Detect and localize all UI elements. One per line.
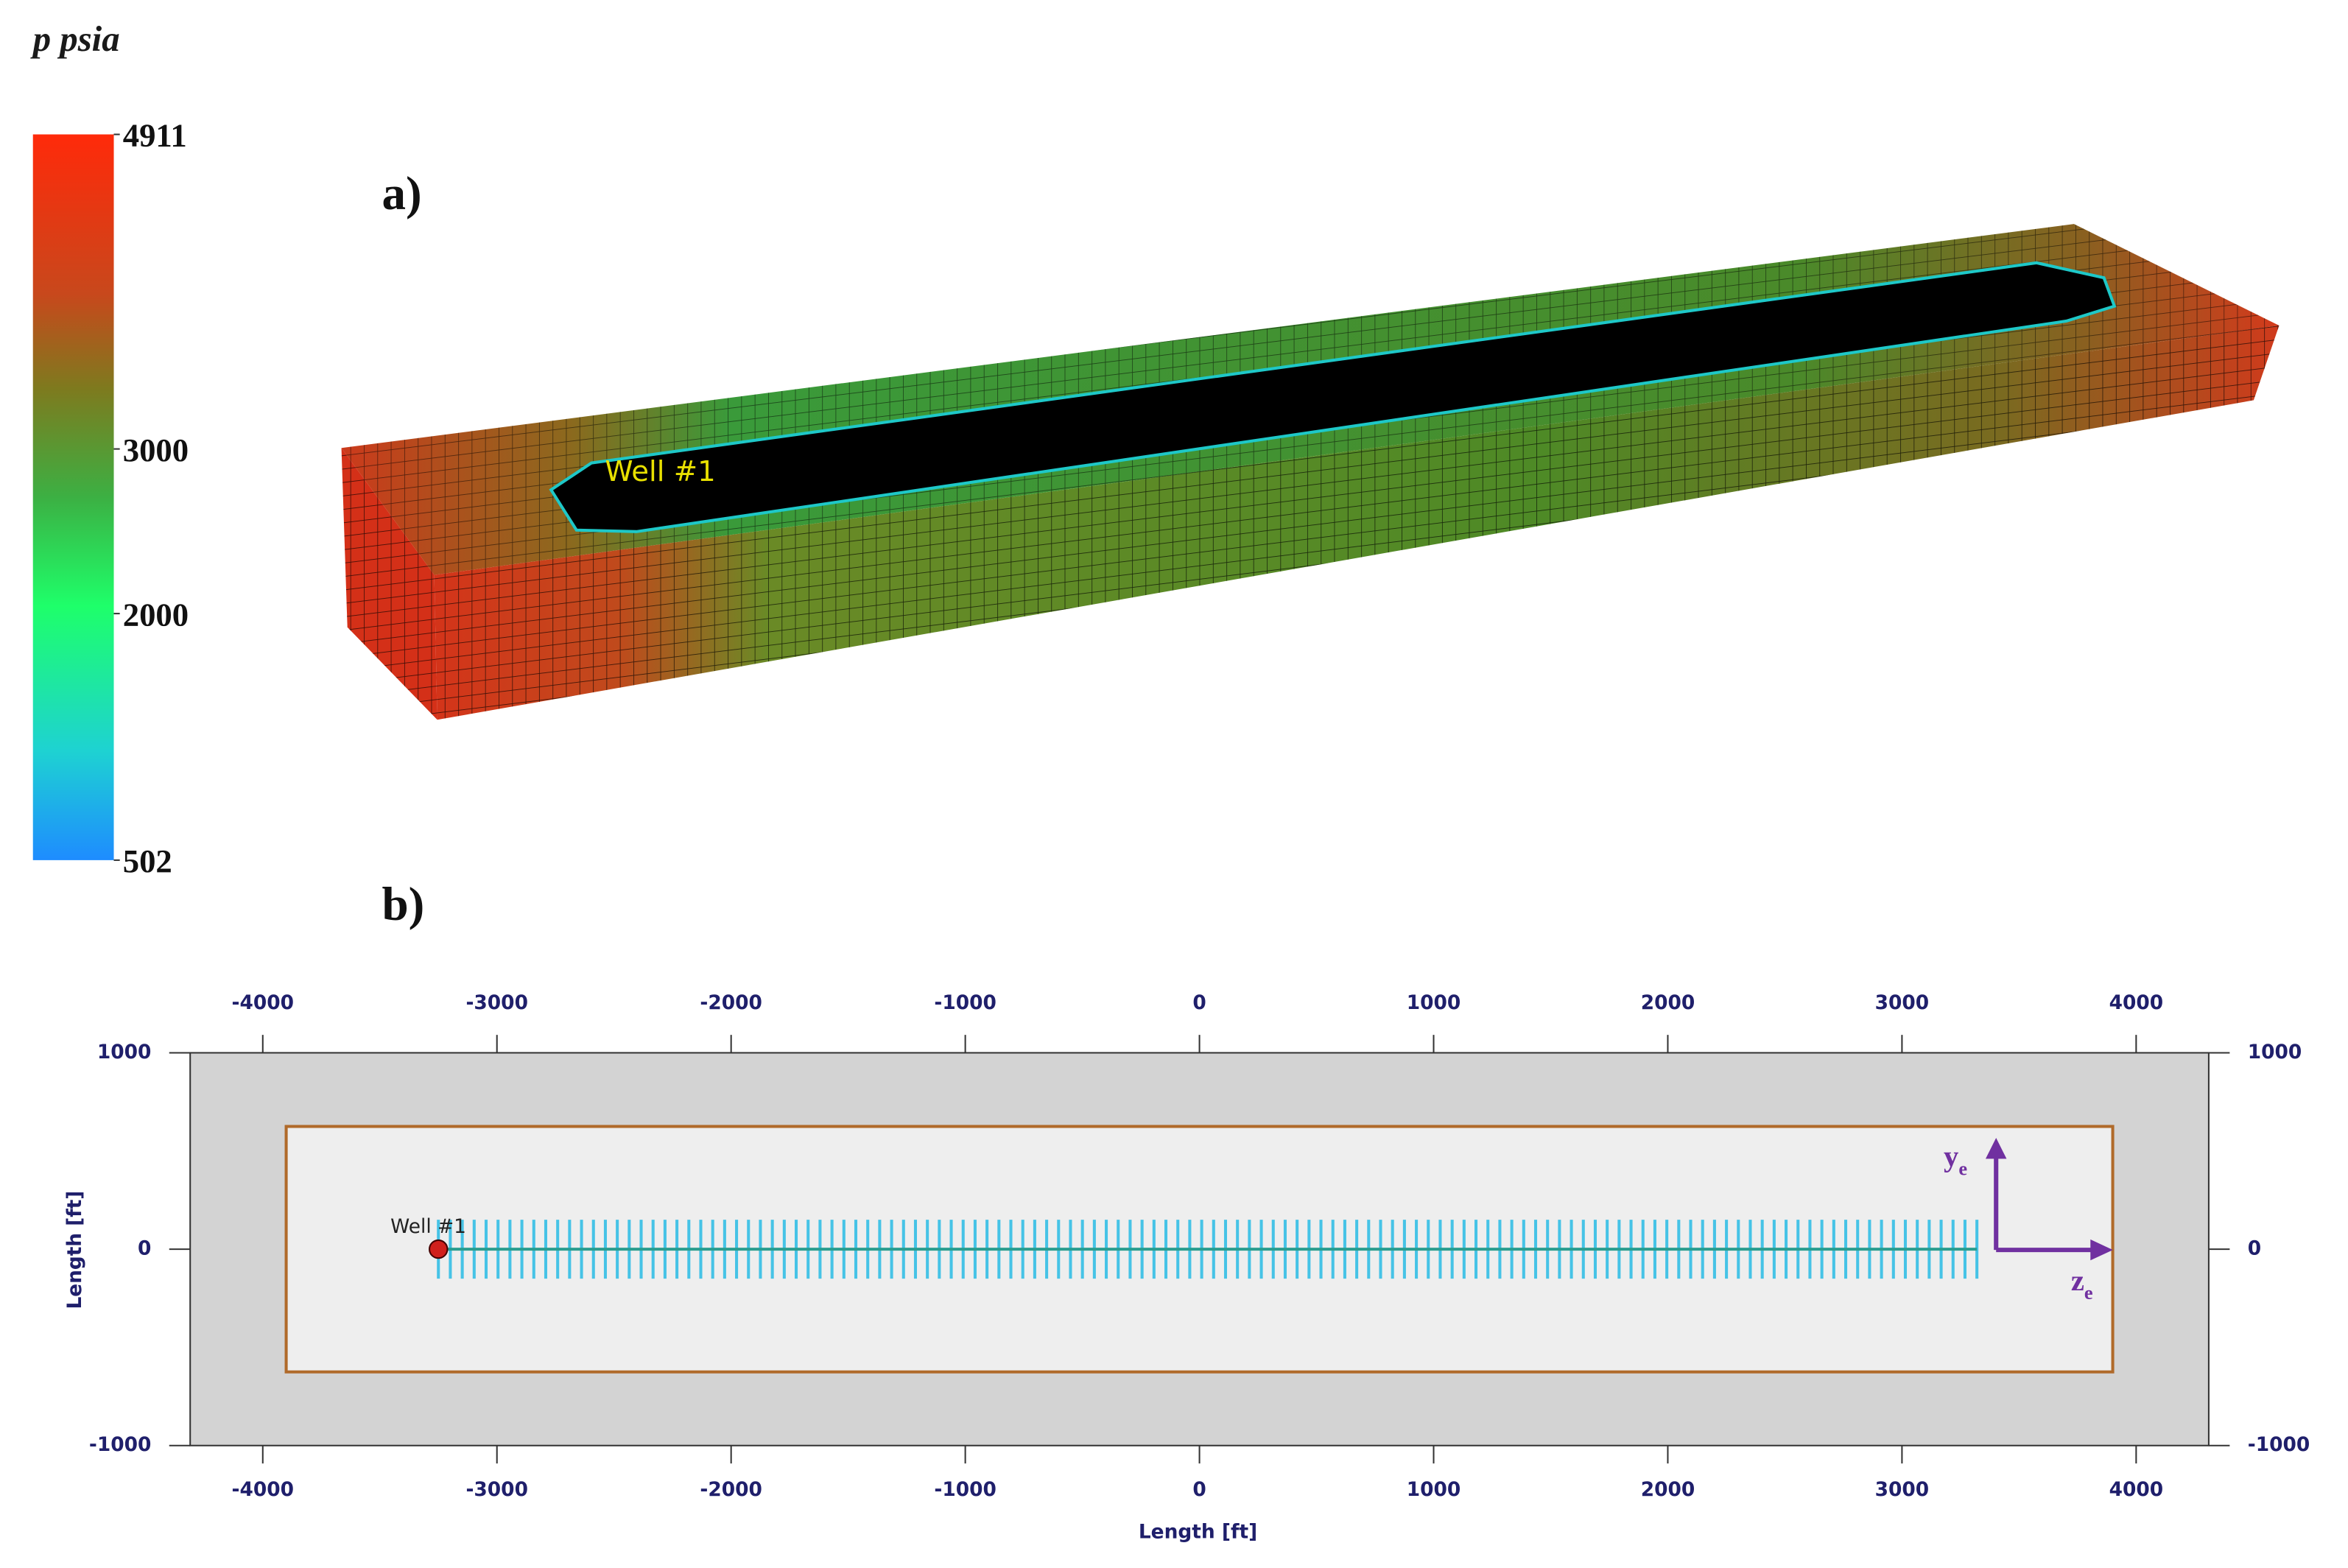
axis-symbol-base: z bbox=[2071, 1264, 2084, 1297]
x-tick-label: 0 bbox=[1192, 1479, 1206, 1501]
x-tick-label: 0 bbox=[1192, 992, 1206, 1014]
x-tick-label: 4000 bbox=[2109, 1479, 2164, 1501]
y-tick-label: -1000 bbox=[89, 1434, 151, 1456]
x-tick-label: 1000 bbox=[1407, 1479, 1461, 1501]
x-tick-label: -3000 bbox=[465, 992, 527, 1014]
well-label: Well #1 bbox=[390, 1216, 466, 1238]
x-tick-label: -3000 bbox=[465, 1479, 527, 1501]
x-tick-label: 3000 bbox=[1875, 992, 1930, 1014]
x-tick-label: -4000 bbox=[232, 1479, 294, 1501]
y-tick-label: -1000 bbox=[2248, 1434, 2310, 1456]
x-tick-label: -2000 bbox=[700, 992, 762, 1014]
arrow-head bbox=[1985, 1138, 2007, 1159]
axis-symbol: ye bbox=[1944, 1140, 1967, 1180]
x-tick-label: 4000 bbox=[2109, 992, 2164, 1014]
colorbar bbox=[32, 134, 114, 860]
axis-symbol-sub: e bbox=[1958, 1158, 1967, 1180]
colorbar-tick-label: 3000 bbox=[123, 432, 189, 468]
y-tick-label: 0 bbox=[138, 1238, 151, 1260]
y-tick-label: 1000 bbox=[2248, 1041, 2302, 1064]
colorbar-title: p psia bbox=[30, 19, 120, 59]
colorbar-tick-label: 2000 bbox=[123, 596, 189, 633]
x-tick-label: -2000 bbox=[700, 1479, 762, 1501]
well bbox=[429, 1239, 449, 1259]
panel-label: b) bbox=[382, 878, 424, 931]
x-tick-label: -4000 bbox=[232, 992, 294, 1014]
colorbar-tick-label: 4911 bbox=[123, 117, 187, 154]
x-tick-label: -1000 bbox=[934, 992, 996, 1014]
x-axis-label: Length [ft] bbox=[1139, 1521, 1257, 1543]
y-tick-label: 1000 bbox=[97, 1041, 152, 1064]
well-label-3d: Well #1 bbox=[605, 455, 715, 488]
x-tick-label: -1000 bbox=[934, 1479, 996, 1501]
y-tick-label: 0 bbox=[2248, 1238, 2261, 1260]
y-axis-label: Length [ft] bbox=[64, 1191, 86, 1309]
axis-symbol-sub: e bbox=[2084, 1282, 2093, 1304]
axis-symbol: ze bbox=[2071, 1264, 2093, 1304]
x-tick-label: 1000 bbox=[1407, 992, 1461, 1014]
reservoir-3d bbox=[341, 224, 2280, 720]
colorbar-tick-label: 502 bbox=[123, 843, 172, 879]
panel-label: a) bbox=[382, 167, 421, 220]
arrow-head bbox=[2090, 1239, 2113, 1261]
x-tick-label: 2000 bbox=[1641, 1479, 1695, 1501]
x-tick-label: 3000 bbox=[1875, 1479, 1930, 1501]
x-tick-label: 2000 bbox=[1641, 992, 1695, 1014]
axis-symbol-base: y bbox=[1944, 1140, 1958, 1173]
